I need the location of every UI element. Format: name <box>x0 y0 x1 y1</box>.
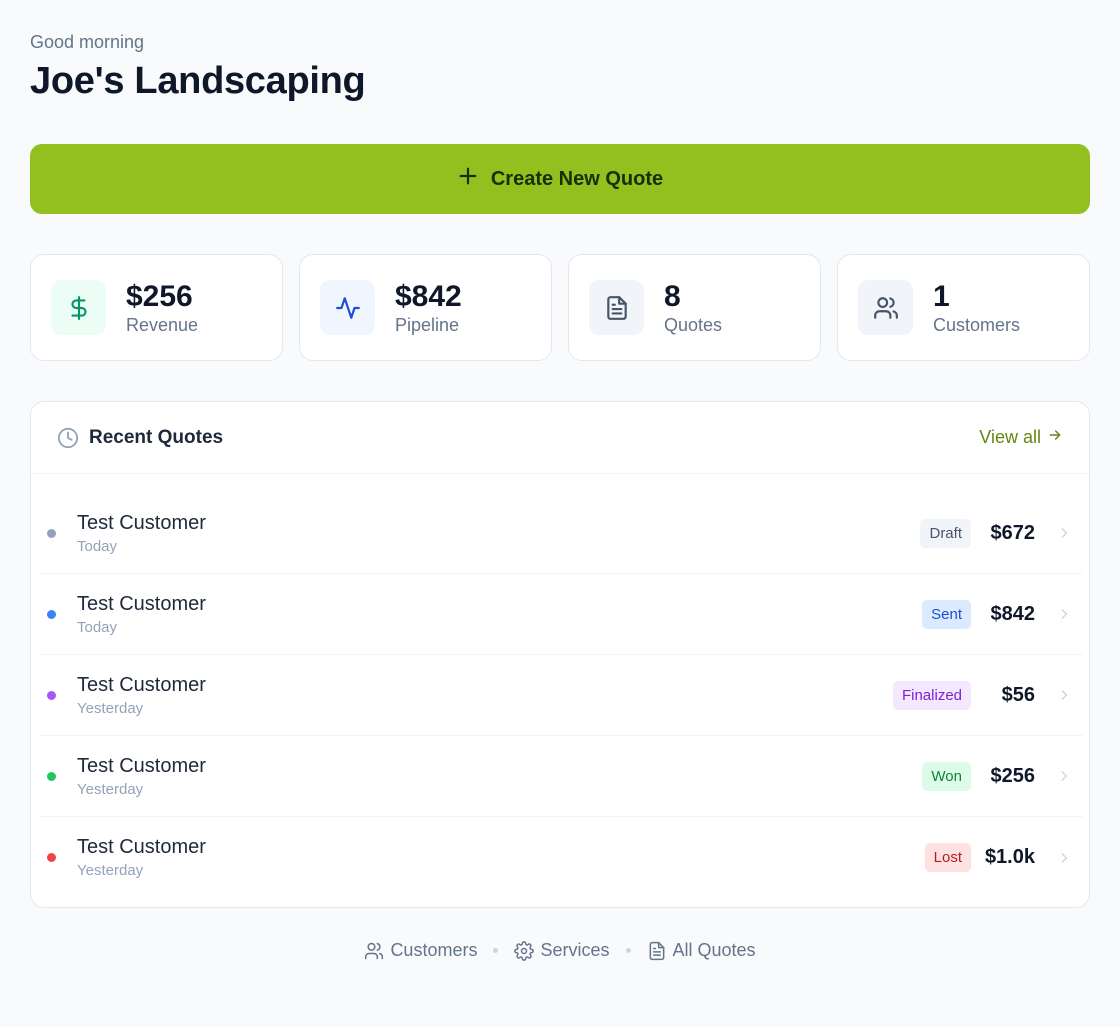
quote-row[interactable]: Test Customer Today Sent $842 <box>39 574 1083 655</box>
quote-date: Yesterday <box>77 862 144 879</box>
status-badge: Finalized <box>892 680 971 710</box>
status-badge: Lost <box>924 843 971 872</box>
stat-card-quotes: 8 Quotes <box>568 254 821 361</box>
view-all-label: View all <box>979 427 1041 447</box>
quote-date: Yesterday <box>77 699 144 717</box>
quote-row[interactable]: Test Customer Yesterday Finalized $56 <box>39 655 1083 736</box>
stat-card-revenue: $256 Revenue <box>30 254 283 361</box>
plus-icon <box>457 165 479 193</box>
footer-link-services[interactable]: Services <box>514 940 610 961</box>
greeting: Good morning <box>30 32 145 52</box>
quote-row[interactable]: Test Customer Today Draft $672 <box>39 493 1083 574</box>
recent-quotes-panel: Recent Quotes View all Test Customer Tod… <box>30 401 1090 908</box>
file-text-icon <box>589 280 644 335</box>
footer-nav: Customers Services All Quotes <box>0 940 1120 961</box>
status-dot <box>47 609 56 619</box>
stat-label: Quotes <box>664 314 723 335</box>
customer-name: Test Customer <box>77 836 206 858</box>
chevron-right-icon <box>1061 852 1068 863</box>
status-dot <box>47 528 56 538</box>
status-badge: Sent <box>922 599 971 629</box>
quote-list: Test Customer Today Draft $672 Test Cust… <box>39 493 1083 898</box>
arrow-right-icon <box>1047 427 1063 448</box>
customer-name: Test Customer <box>77 673 206 696</box>
quote-row[interactable]: Test Customer Yesterday Lost $1.0k <box>39 817 1083 898</box>
footer-link-customers[interactable]: Customers <box>364 940 477 961</box>
recent-quotes-header: Recent Quotes View all <box>31 402 1089 474</box>
separator-dot <box>625 948 631 953</box>
stat-value: $842 <box>395 279 462 313</box>
status-badge: Won <box>922 761 971 791</box>
stat-label: Customers <box>933 314 1021 335</box>
footer-link-label: Customers <box>390 940 478 960</box>
users-icon <box>365 942 384 959</box>
footer-link-label: Services <box>540 940 610 960</box>
chevron-right-icon <box>1061 609 1068 619</box>
dollar-icon <box>51 280 106 335</box>
chevron-right-icon <box>1061 528 1068 538</box>
chevron-right-icon <box>1061 771 1068 781</box>
status-dot <box>47 771 56 781</box>
stat-label: Pipeline <box>395 314 460 335</box>
file-text-icon <box>649 941 664 960</box>
create-quote-button[interactable]: Create New Quote <box>30 144 1090 214</box>
clock-icon <box>57 427 79 449</box>
stat-card-pipeline: $842 Pipeline <box>299 254 552 361</box>
create-quote-label: Create New Quote <box>490 167 664 190</box>
view-all-link[interactable]: View all <box>979 427 1063 448</box>
quote-date: Today <box>77 618 118 636</box>
quote-amount: $672 <box>990 521 1036 544</box>
footer-link-all-quotes[interactable]: All Quotes <box>647 940 756 961</box>
stat-value: 8 <box>664 279 681 313</box>
customer-name: Test Customer <box>77 511 206 534</box>
quote-date: Yesterday <box>77 780 144 798</box>
status-dot <box>47 853 56 862</box>
stat-value: 1 <box>933 279 950 313</box>
quote-row[interactable]: Test Customer Yesterday Won $256 <box>39 736 1083 817</box>
gear-icon <box>514 940 535 961</box>
customer-name: Test Customer <box>77 592 206 615</box>
stat-label: Revenue <box>126 314 199 335</box>
stats-row: $256 Revenue $842 Pipeline 8 Quotes <box>30 254 1090 361</box>
separator-dot <box>493 948 499 953</box>
quote-amount: $842 <box>990 602 1036 625</box>
stat-card-customers: 1 Customers <box>837 254 1090 361</box>
footer-link-label: All Quotes <box>672 940 756 960</box>
recent-quotes-title: Recent Quotes <box>89 426 224 448</box>
quote-amount: $1.0k <box>984 846 1035 868</box>
chevron-right-icon <box>1061 690 1068 700</box>
status-dot <box>47 690 56 700</box>
users-icon <box>858 280 913 335</box>
quote-amount: $56 <box>1001 683 1035 706</box>
activity-icon <box>320 280 375 335</box>
quote-date: Today <box>77 537 118 555</box>
quote-amount: $256 <box>990 764 1036 787</box>
customer-name: Test Customer <box>77 754 206 777</box>
status-badge: Draft <box>920 518 971 548</box>
page-title: Joe's Landscaping <box>30 60 366 102</box>
stat-value: $256 <box>126 279 193 313</box>
